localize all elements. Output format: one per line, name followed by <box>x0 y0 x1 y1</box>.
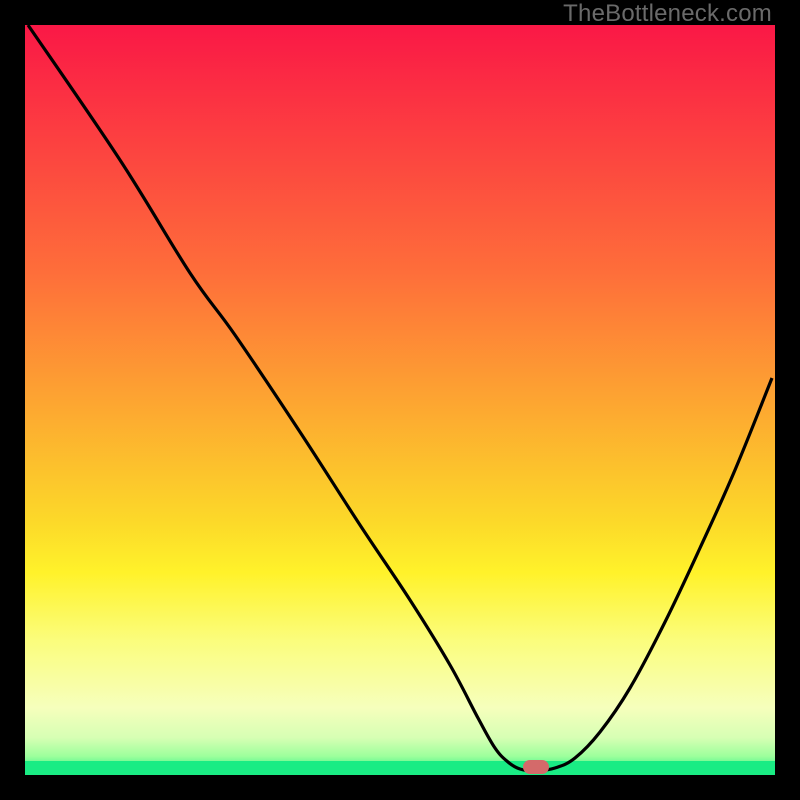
optimal-point-marker <box>523 760 549 774</box>
chart-frame: TheBottleneck.com <box>0 0 800 800</box>
curve-path <box>28 25 772 771</box>
plot-gradient-area <box>25 25 775 775</box>
bottleneck-curve <box>25 25 775 775</box>
watermark-text: TheBottleneck.com <box>563 0 772 28</box>
